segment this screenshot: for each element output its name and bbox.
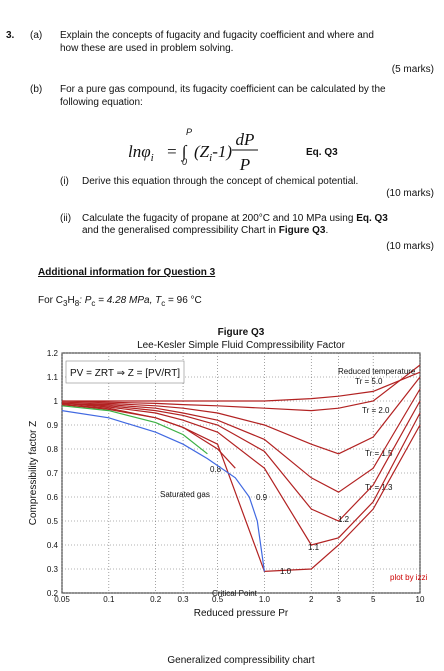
series-label: Tr = 5.0	[355, 377, 383, 386]
text-line: following equation:	[60, 97, 143, 108]
info-line: For C3H8: Pc = 4.28 MPa, Tc = 96 °C	[38, 295, 202, 308]
chart: Figure Q3 Lee-Kesler Simple Fluid Compres…	[28, 327, 428, 666]
text: Calculate the fugacity of propane at 200…	[82, 213, 356, 224]
series-label: 0.8	[210, 465, 222, 474]
text: Eq. Q3	[356, 213, 388, 224]
q-number: 3.	[6, 30, 15, 41]
marks: (10 marks)	[386, 188, 434, 199]
subscript: 8	[75, 299, 80, 308]
eq-upper: P	[186, 127, 192, 137]
legend-title: Reduced temperature	[338, 367, 416, 376]
subscript: c	[91, 299, 95, 308]
y-tick-label: 0.9	[47, 421, 59, 430]
y-tick-label: 0.5	[47, 517, 59, 526]
y-axis-label: Compressibility factor Z	[28, 421, 39, 525]
caption: Generalized compressibility chart	[167, 655, 315, 666]
text-line: For a pure gas compound, its fugacity co…	[60, 84, 386, 95]
eq-sub: i	[151, 152, 154, 164]
x-tick-label: 5	[371, 595, 376, 604]
series-line	[61, 404, 236, 469]
chart-subtitle: Lee-Kesler Simple Fluid Compressibility …	[137, 340, 346, 351]
chart-title: Figure Q3	[218, 327, 265, 338]
eq-part: -1)	[212, 142, 232, 161]
chart-equation: PV = ZRT ⇒ Z = [PV/RT]	[70, 368, 180, 379]
x-tick-label: 0.1	[103, 595, 115, 604]
eq-integrand: (Zi-1)	[194, 142, 232, 164]
text: Figure Q3	[279, 225, 326, 236]
series-label: 0.9	[256, 493, 268, 502]
text: : P	[79, 295, 92, 306]
y-tick-label: 1.2	[47, 349, 59, 358]
y-tick-label: 0.7	[47, 469, 59, 478]
y-tick-label: 1.1	[47, 373, 59, 382]
eq-tag: Eq. Q3	[306, 147, 338, 158]
eq-lower: 0	[182, 157, 187, 167]
text-line: and the generalised compressibility Char…	[82, 225, 328, 236]
x-tick-label: 0.2	[150, 595, 162, 604]
series-line	[61, 376, 421, 455]
question: 3. (a) Explain the concepts of fugacity …	[6, 30, 434, 252]
x-tick-label: 1.0	[259, 595, 271, 604]
part-label: (a)	[30, 30, 42, 41]
equation-box	[65, 360, 185, 384]
eq-den: P	[239, 155, 250, 174]
series-label: Tr = 1.5	[365, 449, 393, 458]
x-tick-label: 10	[416, 595, 425, 604]
annotation: Critical Point	[212, 589, 258, 598]
eq-sub: i	[209, 152, 212, 164]
y-tick-label: 0.3	[47, 565, 59, 574]
text: .	[325, 225, 328, 236]
equation: lnφi = ∫ P 0 (Zi-1) dP P Eq. Q3	[128, 127, 338, 174]
series-label: 1.0	[280, 567, 292, 576]
series-line	[61, 364, 421, 412]
text-line: how these are used in problem solving.	[60, 43, 233, 54]
subscript: c	[161, 299, 165, 308]
eq-int: = ∫	[166, 142, 188, 162]
x-tick-label: 3	[336, 595, 341, 604]
series-line	[61, 388, 421, 493]
series-label: 1.1	[308, 543, 320, 552]
eq-part: lnφ	[128, 142, 151, 161]
series-label: 1.2	[338, 515, 350, 524]
y-tick-label: 0.8	[47, 445, 59, 454]
y-tick-label: 0.2	[47, 589, 59, 598]
x-tick-label: 0.3	[178, 595, 190, 604]
series-line	[61, 410, 265, 572]
text-line: Explain the concepts of fugacity and fug…	[60, 30, 374, 41]
y-tick-label: 0.4	[47, 541, 59, 550]
part-label: (ii)	[60, 213, 71, 224]
x-axis-label: Reduced pressure Pr	[194, 608, 289, 619]
heading: Additional information for Question 3	[38, 267, 216, 278]
eq-num: dP	[236, 130, 255, 149]
text: = 96 °C	[165, 295, 202, 306]
series-line	[61, 405, 208, 455]
series-label: Tr = 1.3	[365, 483, 393, 492]
text: = 4.28 MPa, T	[95, 295, 162, 306]
series-line	[61, 402, 421, 546]
text: and the generalised compressibility Char…	[82, 225, 279, 236]
series-label: Saturated gas	[160, 490, 210, 499]
annotation: plot by izzi	[390, 573, 428, 582]
x-tick-label: 0.5	[212, 595, 224, 604]
text-line: Derive this equation through the concept…	[82, 176, 358, 187]
series-label: Tr = 2.0	[362, 406, 390, 415]
marks: (10 marks)	[386, 241, 434, 252]
x-tick-label: 2	[309, 595, 314, 604]
subscript: 3	[63, 299, 68, 308]
y-tick-label: 0.6	[47, 493, 59, 502]
part-label: (b)	[30, 84, 42, 95]
eq-part: (Z	[194, 142, 210, 161]
series-line	[62, 371, 421, 402]
marks: (5 marks)	[392, 64, 434, 75]
text-line: Calculate the fugacity of propane at 200…	[82, 213, 388, 224]
y-tick-label: 1	[54, 397, 59, 406]
text: For C	[38, 295, 63, 306]
eq-lhs: lnφi	[128, 142, 154, 164]
text: H	[67, 295, 74, 306]
series-line	[61, 400, 421, 522]
part-label: (i)	[60, 176, 69, 187]
x-tick-label: 0.05	[54, 595, 70, 604]
